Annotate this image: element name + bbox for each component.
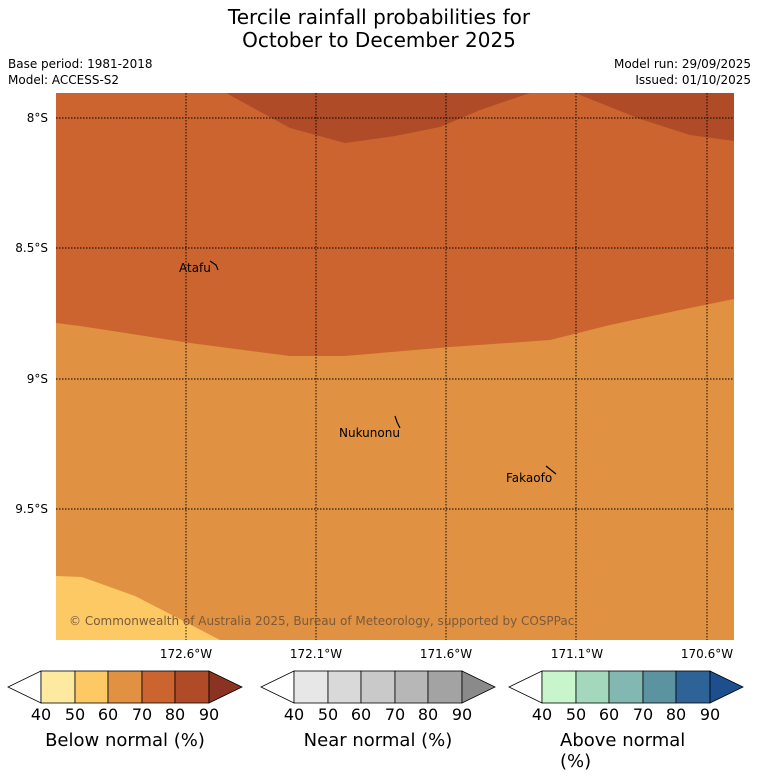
map-title-line2: October to December 2025 bbox=[242, 28, 516, 52]
colorbar-near-min-arrow bbox=[260, 670, 295, 704]
colorbar-below-tick: 40 bbox=[30, 705, 52, 724]
lat-label-8s: 8°S bbox=[26, 111, 48, 125]
base-period-text: Base period: 1981-2018 bbox=[8, 57, 153, 71]
colorbar-near-swatch-40-50 bbox=[293, 670, 329, 704]
colorbar-below-tick: 60 bbox=[97, 705, 119, 724]
place-label-atafu: Atafu bbox=[179, 261, 211, 275]
colorbar-below-label: Below normal (%) bbox=[45, 730, 205, 751]
place-label-nukunonu: Nukunonu bbox=[339, 426, 400, 440]
colorbar-above-tick: 90 bbox=[699, 705, 721, 724]
colorbar-below-tick: 80 bbox=[164, 705, 186, 724]
place-label-fakaofo: Fakaofo bbox=[506, 471, 553, 485]
colorbar-below-swatch-50-60 bbox=[74, 670, 109, 704]
lat-label-9-5s: 9.5°S bbox=[15, 502, 48, 516]
atafu-island-outline bbox=[209, 260, 219, 271]
colorbar-above-normal bbox=[508, 670, 744, 704]
colorbar-above-tick: 70 bbox=[632, 705, 654, 724]
copyright-notice: © Commonwealth of Australia 2025, Bureau… bbox=[69, 614, 575, 628]
colorbar-below-swatch-80-90 bbox=[174, 670, 210, 704]
colorbar-above-swatch-50-60 bbox=[575, 670, 610, 704]
nukunonu-island-outline bbox=[394, 415, 401, 429]
colorbar-above-swatch-80-90 bbox=[675, 670, 711, 704]
colorbar-near-tick: 90 bbox=[451, 705, 473, 724]
colorbar-above-max-arrow bbox=[709, 670, 744, 704]
colorbar-below-max-arrow bbox=[208, 670, 243, 704]
colorbar-above-tick: 60 bbox=[598, 705, 620, 724]
lon-label-170-6w: 170.6°W bbox=[680, 647, 734, 661]
colorbar-below-swatch-40-50 bbox=[40, 670, 76, 704]
colorbar-near-label: Near normal (%) bbox=[303, 730, 453, 751]
colorbar-above-label: Above normal (%) bbox=[560, 730, 686, 772]
colorbar-below-min-arrow bbox=[7, 670, 42, 704]
model-text: Model: ACCESS-S2 bbox=[8, 73, 120, 87]
lon-label-171-6w: 171.6°W bbox=[419, 647, 473, 661]
colorbar-below-tick: 90 bbox=[198, 705, 220, 724]
lat-label-8-5s: 8.5°S bbox=[15, 241, 48, 255]
lon-label-172-6w: 172.6°W bbox=[159, 647, 213, 661]
colorbar-below-normal bbox=[7, 670, 243, 704]
colorbar-above-tick: 80 bbox=[665, 705, 687, 724]
map-region-below-60 bbox=[56, 299, 734, 640]
lon-label-171-1w: 171.1°W bbox=[550, 647, 604, 661]
colorbar-above-min-arrow bbox=[508, 670, 543, 704]
colorbar-near-tick: 60 bbox=[350, 705, 372, 724]
lon-label-172-1w: 172.1°W bbox=[289, 647, 343, 661]
model-run-text: Model run: 29/09/2025 bbox=[613, 57, 751, 71]
colorbar-below-tick: 50 bbox=[64, 705, 86, 724]
colorbar-near-tick: 80 bbox=[417, 705, 439, 724]
colorbar-near-tick: 40 bbox=[283, 705, 305, 724]
fakaofo-island-outline bbox=[545, 465, 557, 475]
colorbar-near-swatch-50-60 bbox=[327, 670, 362, 704]
colorbar-near-swatch-60-70 bbox=[360, 670, 396, 704]
colorbar-above-swatch-60-70 bbox=[608, 670, 644, 704]
colorbar-near-normal bbox=[260, 670, 496, 704]
map-region-below-80-east bbox=[575, 93, 734, 141]
colorbar-above-tick: 40 bbox=[531, 705, 553, 724]
colorbar-below-swatch-60-70 bbox=[107, 670, 143, 704]
map-region-below-50 bbox=[56, 576, 220, 640]
colorbar-below-swatch-70-80 bbox=[141, 670, 176, 704]
colorbar-below-tick: 70 bbox=[131, 705, 153, 724]
colorbar-near-tick: 50 bbox=[317, 705, 339, 724]
colorbar-above-swatch-40-50 bbox=[541, 670, 577, 704]
issued-text: Issued: 01/10/2025 bbox=[635, 73, 751, 87]
colorbar-near-tick: 70 bbox=[384, 705, 406, 724]
lat-label-9s: 9°S bbox=[26, 372, 48, 386]
colorbar-near-swatch-80-90 bbox=[427, 670, 463, 704]
colorbar-above-swatch-70-80 bbox=[642, 670, 677, 704]
map-title-line1: Tercile rainfall probabilities for bbox=[227, 5, 531, 29]
colorbar-above-tick: 50 bbox=[565, 705, 587, 724]
colorbar-near-swatch-70-80 bbox=[394, 670, 429, 704]
colorbar-near-max-arrow bbox=[461, 670, 496, 704]
